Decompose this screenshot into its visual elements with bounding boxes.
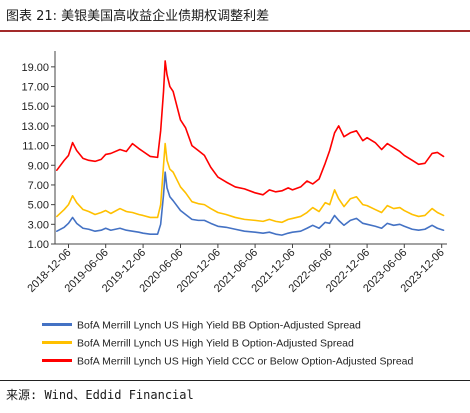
legend-swatch — [42, 323, 72, 326]
series-line — [56, 60, 445, 196]
legend-item: BofA Merrill Lynch US High Yield BB Opti… — [42, 316, 462, 334]
legend-label: BofA Merrill Lynch US High Yield CCC or … — [77, 355, 414, 368]
figure-title: 图表 21: 美银美国高收益企业债期权调整利差 — [6, 9, 270, 24]
y-tick-label: 15.00 — [21, 101, 49, 113]
y-tick-label: 9.00 — [28, 160, 49, 172]
figure-source: 来源: Wind、Eddid Financial — [6, 388, 194, 402]
footer-divider — [0, 380, 470, 381]
title-divider — [0, 30, 470, 32]
y-tick-label: 13.00 — [21, 121, 49, 133]
y-tick-label: 19.00 — [21, 62, 49, 74]
legend-item: BofA Merrill Lynch US High Yield B Optio… — [42, 334, 462, 352]
y-tick-label: 7.00 — [28, 180, 49, 192]
y-tick-label: 1.00 — [28, 239, 49, 251]
y-tick-label: 5.00 — [28, 200, 49, 212]
chart-series — [56, 60, 445, 236]
legend-swatch — [42, 359, 72, 362]
y-tick-label: 3.00 — [28, 219, 49, 231]
legend-item: BofA Merrill Lynch US High Yield CCC or … — [42, 352, 462, 370]
legend-label: BofA Merrill Lynch US High Yield B Optio… — [77, 337, 354, 350]
y-axis: 1.00 3.00 5.00 7.00 9.00 11.00 13.00 15.00 17.00… — [21, 51, 56, 251]
legend-swatch — [42, 341, 72, 344]
legend-label: BofA Merrill Lynch US High Yield BB Opti… — [77, 319, 361, 332]
series-line — [56, 142, 445, 224]
chart-legend: BofA Merrill Lynch US High Yield BB Opti… — [42, 316, 462, 370]
y-tick-label: 11.00 — [22, 141, 49, 153]
series-line — [56, 171, 445, 236]
spread-line-chart: 1.00 3.00 5.00 7.00 9.00 11.00 13.00 15.00 17.00… — [21, 51, 447, 295]
y-tick-label: 17.00 — [21, 82, 49, 94]
x-axis: 2018-12-062019-06-062019-12-062020-06-06… — [25, 243, 447, 295]
